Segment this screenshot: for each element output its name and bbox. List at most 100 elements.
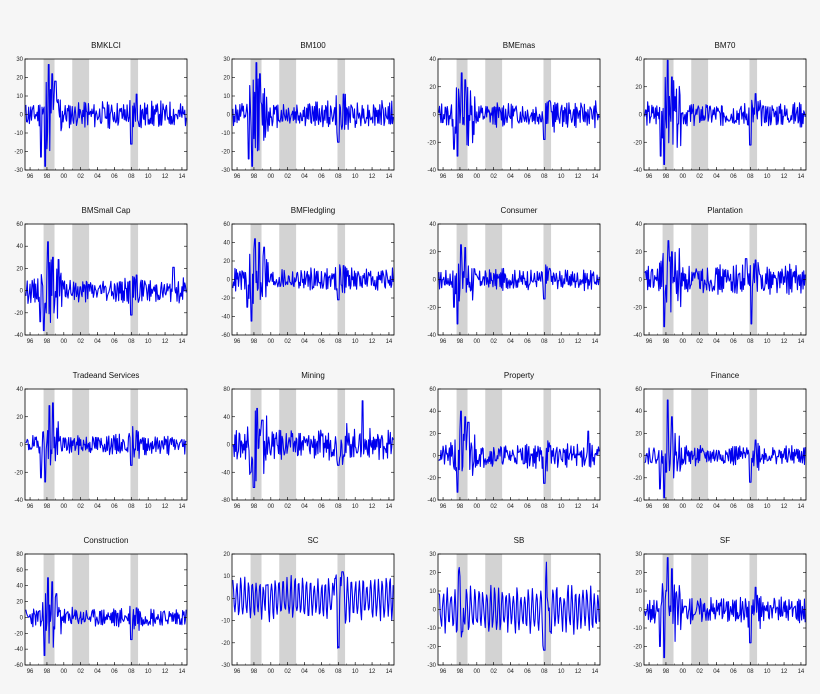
x-tick-label: 08 (541, 669, 548, 675)
x-tick-label: 96 (440, 504, 447, 510)
x-tick-label: 02 (696, 504, 703, 510)
x-tick-label: 10 (764, 174, 771, 180)
series-line (438, 561, 600, 651)
y-tick-label: 20 (635, 571, 642, 577)
y-tick-label: -40 (14, 498, 23, 504)
x-tick-label: 00 (60, 339, 67, 345)
panel-title: Construction (84, 536, 129, 545)
x-tick-label: 00 (267, 339, 274, 345)
x-tick-label: 02 (696, 669, 703, 675)
x-tick-label: 02 (490, 504, 497, 510)
x-tick-label: 06 (318, 669, 325, 675)
y-tick-label: 0 (20, 443, 24, 449)
x-tick-label: 04 (301, 669, 308, 675)
y-tick-label: 10 (223, 94, 230, 100)
x-tick-label: 98 (44, 339, 51, 345)
y-tick-label: 20 (635, 431, 642, 437)
series-line (25, 64, 187, 167)
y-tick-label: 20 (635, 85, 642, 91)
y-tick-label: -20 (14, 311, 23, 317)
x-tick-label: 06 (318, 504, 325, 510)
x-tick-label: 14 (386, 174, 393, 180)
x-tick-label: 10 (352, 669, 359, 675)
x-tick-label: 14 (179, 669, 186, 675)
x-tick-label: 12 (781, 174, 788, 180)
x-tick-label: 14 (386, 504, 393, 510)
y-tick-label: 40 (635, 409, 642, 415)
panel-title: BMSmall Cap (82, 206, 131, 215)
x-tick-label: 98 (457, 339, 464, 345)
panel-title: BMEmas (503, 41, 535, 50)
y-tick-label: 20 (429, 85, 436, 91)
y-tick-label: 0 (433, 113, 437, 119)
x-tick-label: 06 (730, 669, 737, 675)
x-tick-label: 00 (267, 504, 274, 510)
y-tick-label: 40 (16, 387, 23, 393)
x-tick-label: 02 (490, 174, 497, 180)
chart-panel: Plantation -40 -20 0 20 40 96 98 00 02 04 06 08 10 12 1… (633, 206, 807, 345)
y-tick-label: -60 (221, 333, 230, 339)
y-tick-label: -20 (221, 641, 230, 647)
shaded-band (250, 554, 262, 665)
series-line (644, 399, 806, 499)
y-tick-label: -20 (633, 476, 642, 482)
chart-panel: BMEmas -40 -20 0 20 40 96 98 00 02 04 06 08 10 12 14 (427, 41, 601, 180)
shaded-band (662, 554, 674, 665)
panel-title: Plantation (707, 206, 743, 215)
x-tick-label: 14 (179, 504, 186, 510)
x-tick-label: 08 (128, 174, 135, 180)
x-tick-label: 14 (386, 669, 393, 675)
y-tick-label: -20 (14, 631, 23, 637)
x-tick-label: 02 (696, 339, 703, 345)
y-tick-label: -20 (427, 645, 436, 651)
y-tick-label: -20 (221, 296, 230, 302)
y-tick-label: 0 (433, 454, 437, 460)
x-tick-label: 10 (764, 669, 771, 675)
y-tick-label: 20 (16, 600, 23, 606)
y-tick-label: 0 (433, 278, 437, 284)
y-tick-label: 40 (429, 409, 436, 415)
y-tick-label: -20 (633, 305, 642, 311)
y-tick-label: -30 (221, 663, 230, 669)
x-tick-label: 96 (234, 504, 241, 510)
y-tick-label: -20 (427, 476, 436, 482)
y-tick-label: -60 (14, 663, 23, 669)
x-tick-label: 06 (730, 339, 737, 345)
x-tick-label: 98 (251, 339, 258, 345)
x-tick-label: 04 (94, 669, 101, 675)
x-tick-label: 04 (713, 504, 720, 510)
x-tick-label: 00 (679, 504, 686, 510)
x-tick-label: 98 (44, 669, 51, 675)
y-tick-label: -20 (221, 150, 230, 156)
x-tick-label: 08 (335, 504, 342, 510)
x-tick-label: 98 (457, 504, 464, 510)
x-tick-label: 96 (27, 339, 34, 345)
x-tick-label: 02 (696, 174, 703, 180)
chart-panel: SF -30 -20 -10 0 10 20 30 96 98 00 02 04 06 08 10 12 14 (633, 536, 807, 675)
y-tick-label: 20 (16, 76, 23, 82)
x-tick-label: 06 (318, 339, 325, 345)
x-tick-label: 04 (94, 504, 101, 510)
x-tick-label: 00 (60, 669, 67, 675)
y-tick-label: 0 (20, 113, 24, 119)
x-tick-label: 10 (145, 174, 152, 180)
x-tick-label: 06 (524, 669, 531, 675)
x-tick-label: 10 (145, 669, 152, 675)
x-tick-label: 00 (267, 174, 274, 180)
x-tick-label: 08 (128, 504, 135, 510)
x-tick-label: 06 (318, 174, 325, 180)
x-tick-label: 08 (128, 339, 135, 345)
x-tick-label: 06 (730, 504, 737, 510)
x-tick-label: 08 (128, 669, 135, 675)
y-tick-label: 40 (429, 222, 436, 228)
x-tick-label: 10 (352, 339, 359, 345)
x-tick-label: 12 (162, 504, 169, 510)
x-tick-label: 96 (440, 669, 447, 675)
panel-title: BMFledgling (291, 206, 335, 215)
y-tick-label: 0 (639, 113, 643, 119)
x-tick-label: 04 (507, 339, 514, 345)
y-tick-label: 80 (16, 552, 23, 558)
x-tick-label: 14 (592, 174, 599, 180)
y-tick-label: 0 (639, 278, 643, 284)
x-tick-label: 08 (541, 504, 548, 510)
